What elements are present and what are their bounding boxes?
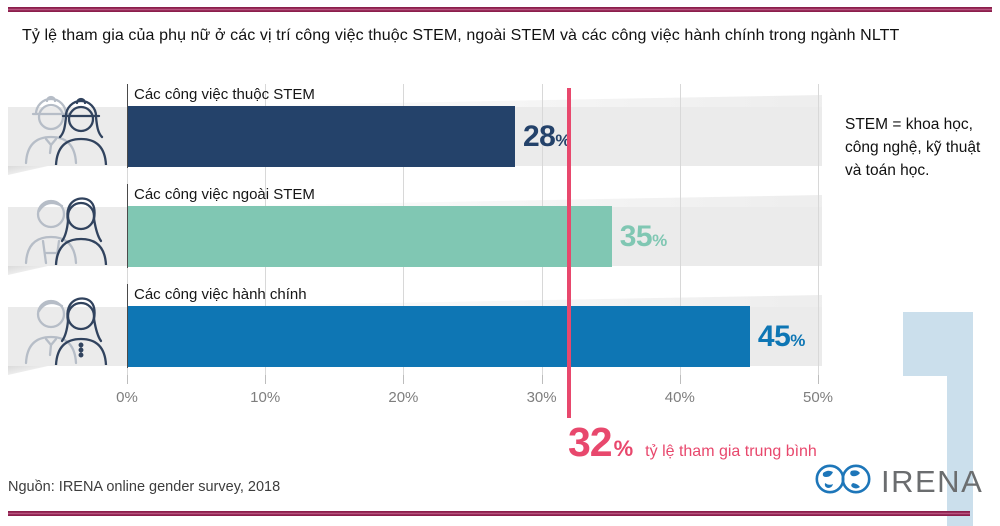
axis-tick-label: 50% — [802, 389, 834, 406]
irena-logo: IRENA — [813, 460, 983, 503]
bottom-divider-ribbon — [8, 511, 970, 516]
bar-row: Các công việc ngoài STEM — [0, 184, 1000, 284]
bar-category-label: Các công việc hành chính — [134, 286, 307, 303]
bar-track: 28% — [128, 106, 1000, 167]
average-percent-sign: % — [613, 436, 634, 461]
bar-admin-jobs — [128, 306, 750, 367]
male-female-technicians-icon — [20, 187, 112, 270]
average-label: tỷ lệ tham gia trung bình — [645, 443, 817, 460]
irena-logo-text: IRENA — [881, 463, 984, 499]
axis-tick-label: 20% — [388, 389, 419, 406]
bar-non-stem-jobs — [128, 206, 612, 267]
row-axis-line — [127, 284, 128, 368]
stem-definition-note: STEM = khoa học, công nghệ, kỹ thuật và … — [845, 116, 981, 179]
bar-value-label: 35% — [619, 219, 667, 253]
row-axis-line — [127, 184, 128, 268]
chart-title: Tỷ lệ tham gia của phụ nữ ở các vị trí c… — [22, 27, 900, 44]
bar-value-label: 28% — [522, 119, 570, 153]
bar-row: Các công việc thuộc STEM — [0, 84, 1000, 184]
average-annotation: 32% tỷ lệ tham gia trung bình — [568, 419, 817, 466]
bar-row: Các công việc hành chính — [0, 284, 1000, 384]
bar-value-label: 45% — [757, 319, 805, 353]
axis-tick — [403, 375, 405, 384]
axis-tick — [679, 375, 681, 384]
top-divider-ribbon — [8, 7, 992, 12]
axis-tick — [818, 375, 819, 384]
axis-tick-label: 40% — [664, 389, 695, 406]
source-citation: Nguồn: IRENA online gender survey, 2018 — [8, 479, 281, 495]
male-female-office-staff-icon — [20, 287, 112, 370]
average-reference-line — [567, 88, 572, 418]
axis-tick-label: 30% — [526, 389, 557, 406]
gridline — [818, 84, 819, 375]
axis-tick — [265, 375, 267, 384]
axis-tick-label: 10% — [250, 389, 281, 406]
male-female-construction-workers-icon — [20, 87, 112, 170]
axis-tick — [127, 375, 128, 384]
bar-category-label: Các công việc thuộc STEM — [134, 86, 315, 103]
gridline — [679, 84, 681, 375]
bar-chart: Các công việc thuộc STEM — [0, 84, 1000, 424]
bar-category-label: Các công việc ngoài STEM — [134, 186, 315, 203]
average-value: 32 — [568, 419, 613, 465]
row-axis-line — [127, 84, 128, 168]
bar-track: 45% — [128, 306, 1000, 367]
bar-stem-jobs — [128, 106, 515, 167]
bar-track: 35% — [128, 206, 1000, 267]
axis-tick — [541, 375, 543, 384]
irena-globe-infinity-icon — [813, 460, 877, 503]
axis-tick-label: 0% — [116, 389, 138, 406]
